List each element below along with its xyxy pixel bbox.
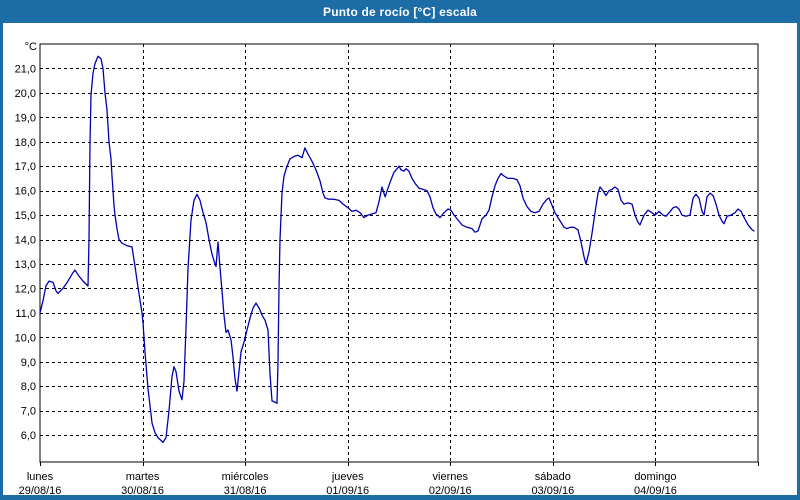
y-tick-label: 6,0 — [21, 430, 36, 442]
chart-panel: °C 21,0 20,0 19,0 18,0 17,0 16,0 15,0 14,0 13,0 12… — [3, 23, 797, 495]
y-tick-label: 19,0 — [15, 112, 36, 124]
x-date-label: 30/08/16 — [121, 485, 164, 495]
x-day-label: domingo — [634, 471, 676, 483]
dew-point-line — [39, 55, 755, 444]
y-tick-label: 21,0 — [15, 63, 36, 75]
y-tick-label: 10,0 — [15, 332, 36, 344]
y-tick-label: 18,0 — [15, 137, 36, 149]
plot-border — [39, 43, 759, 463]
x-date-label: 03/09/16 — [531, 485, 574, 495]
y-tick-label: 8,0 — [21, 381, 36, 393]
y-axis-labels: °C 21,0 20,0 19,0 18,0 17,0 16,0 15,0 14,0 13,0 12… — [15, 41, 37, 442]
y-unit-label: °C — [25, 41, 37, 53]
x-tick-marks — [40, 462, 759, 466]
y-tick-label: 9,0 — [21, 357, 36, 369]
y-tick-label: 20,0 — [15, 88, 36, 100]
y-tick-label: 11,0 — [15, 308, 36, 320]
x-day-label: sábado — [535, 471, 571, 483]
y-tick-label: 15,0 — [15, 210, 36, 222]
x-day-label: miércoles — [222, 471, 270, 483]
x-day-label: martes — [126, 471, 160, 483]
x-date-label: 04/09/16 — [634, 485, 677, 495]
window-title: Punto de rocío [°C] escala — [322, 4, 478, 19]
x-date-label: 31/08/16 — [224, 485, 267, 495]
x-date-label: 02/09/16 — [429, 485, 472, 495]
y-tick-label: 7,0 — [21, 406, 36, 418]
x-gridlines — [143, 44, 656, 462]
y-tick-label: 13,0 — [15, 259, 36, 271]
x-date-label: 29/08/16 — [19, 485, 62, 495]
y-tick-label: 14,0 — [15, 235, 36, 247]
title-bar: Punto de rocío [°C] escala — [0, 0, 800, 23]
dew-point-chart: °C 21,0 20,0 19,0 18,0 17,0 16,0 15,0 14,0 13,0 12… — [15, 41, 759, 495]
y-tick-label: 17,0 — [15, 161, 36, 173]
x-day-label: lunes — [27, 471, 54, 483]
x-date-label: 01/09/16 — [326, 485, 369, 495]
y-tick-label: 16,0 — [15, 186, 36, 198]
x-day-label: jueves — [331, 471, 364, 483]
x-axis-labels: lunes 29/08/16 martes 30/08/16 miércoles 31/0… — [19, 471, 677, 495]
y-tick-label: 12,0 — [15, 283, 36, 295]
x-day-label: viernes — [433, 471, 469, 483]
